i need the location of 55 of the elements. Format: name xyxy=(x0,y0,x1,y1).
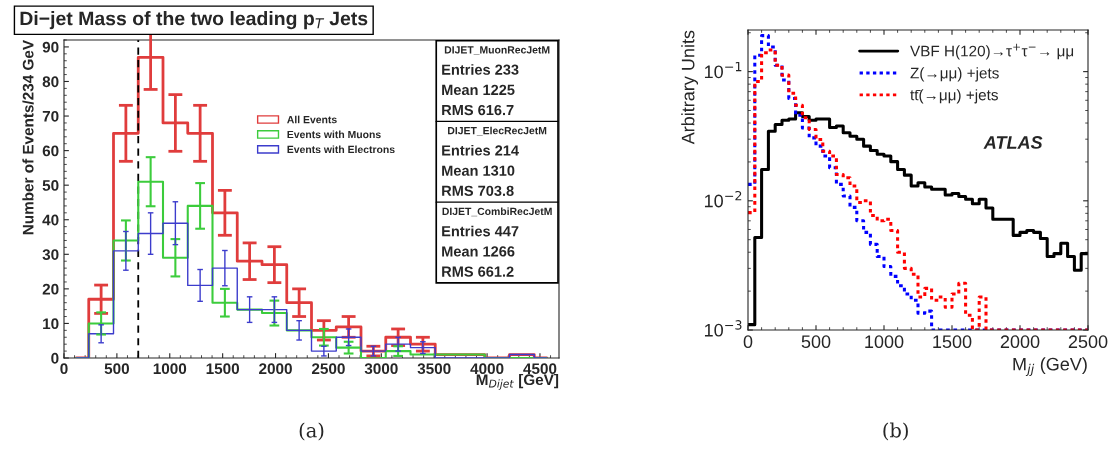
annotation: Entries 447 xyxy=(442,225,519,237)
legend-label: Events with Electrons xyxy=(287,145,395,154)
x-tick-label: 0 xyxy=(743,335,753,349)
annotation: Mean 1310 xyxy=(442,165,515,176)
x-tick-label: 4000 xyxy=(470,363,504,375)
x-tick-label: 3000 xyxy=(364,363,398,375)
x-tick-label: 0 xyxy=(60,363,68,375)
y-tick-label: 10 xyxy=(43,318,59,330)
y-tick-label: 40 xyxy=(42,214,59,226)
legend-label: Events with Muons xyxy=(287,130,381,139)
x-tick-label: 1000 xyxy=(153,363,187,375)
y-tick-label: 90 xyxy=(42,41,59,53)
x-axis-title: M$_{Dijet}$ [GeV] xyxy=(476,373,559,390)
legend-label: tt̄(→μμ) +jets xyxy=(910,89,998,104)
x-tick-label: 2500 xyxy=(311,363,345,375)
y-tick-label: 30 xyxy=(42,249,59,261)
chart-title: Di−jet Mass of the two leading p$_{T}$ Jets xyxy=(20,11,368,30)
y-tick-label: 10$^{−2}$ xyxy=(704,190,742,208)
y-tick-label: 70 xyxy=(42,110,59,122)
text: (b) xyxy=(883,422,908,441)
y-tick-label: 0 xyxy=(51,352,59,364)
x-tick-label: 2000 xyxy=(1000,335,1040,349)
x-tick-label: 3500 xyxy=(417,363,451,375)
x-tick-label: 2000 xyxy=(259,363,292,375)
y-tick-label: 10$^{−3}$ xyxy=(704,320,742,337)
annotation: RMS 703.8 xyxy=(442,185,514,197)
x-axis-title: M$_{jj}$ (GeV) xyxy=(1013,357,1087,376)
y-tick-label: 10$^{−1}$ xyxy=(704,61,742,79)
legend-label: Z(→μμ) +jets xyxy=(910,67,999,82)
annotation: DIJET_MuonRecJetM xyxy=(444,46,550,55)
annotation: ATLAS xyxy=(983,136,1043,149)
x-tick-label: 4500 xyxy=(523,363,557,375)
y-axis-title: Arbitrary Units xyxy=(681,30,699,145)
annotation: Mean 1225 xyxy=(442,84,515,96)
annotation: Entries 233 xyxy=(442,64,519,75)
annotation: RMS 661.2 xyxy=(442,266,514,277)
y-tick-label: 20 xyxy=(42,283,59,295)
annotation: RMS 616.7 xyxy=(442,104,514,116)
y-tick-label: 80 xyxy=(42,76,59,88)
y-tick-label: 60 xyxy=(42,145,59,157)
annotation: Mean 1266 xyxy=(442,246,515,257)
x-tick-label: 1000 xyxy=(865,335,904,349)
x-tick-label: 1500 xyxy=(933,335,972,349)
text: (a) xyxy=(299,422,324,441)
x-tick-label: 500 xyxy=(104,363,129,375)
legend-label: VBF H(120)→τ$^{+}$τ$^{−}$→ μμ xyxy=(910,43,1074,60)
x-tick-label: 2500 xyxy=(1068,335,1108,349)
x-tick-label: 500 xyxy=(801,335,831,349)
y-axis-title: Number of Events/234 GeV xyxy=(22,40,34,235)
annotation: DIJET_ElecRecJetM xyxy=(448,126,547,136)
legend-label: All Events xyxy=(287,115,337,124)
y-tick-label: 50 xyxy=(42,180,59,191)
annotation: DIJET_CombiRecJetM xyxy=(442,207,552,217)
annotation: Entries 214 xyxy=(442,144,519,156)
x-tick-label: 1500 xyxy=(206,363,240,375)
